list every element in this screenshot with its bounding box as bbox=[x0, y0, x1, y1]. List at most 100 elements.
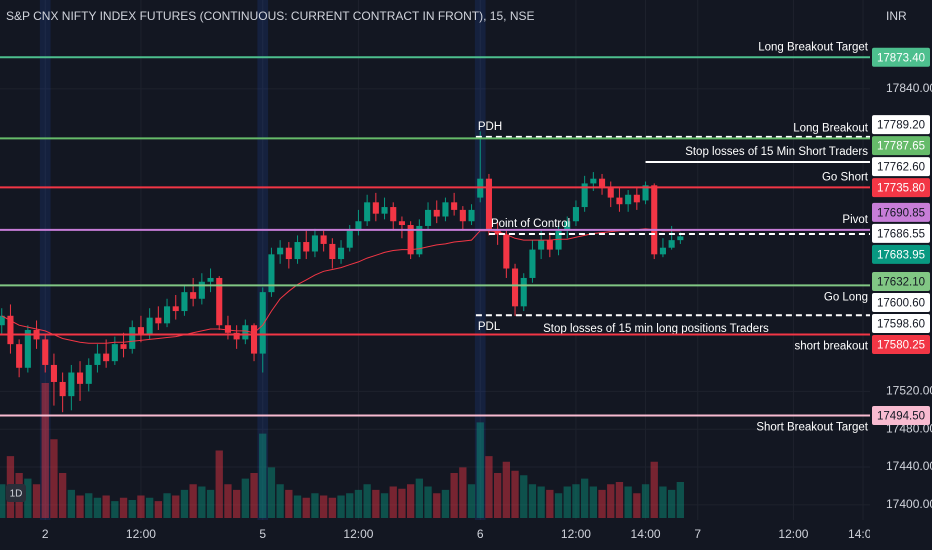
candle-body bbox=[190, 292, 197, 299]
candle-body bbox=[207, 277, 214, 282]
volume-bar bbox=[450, 473, 458, 518]
volume-bar bbox=[676, 482, 684, 518]
level-label: PDH bbox=[478, 121, 502, 133]
volume-bar bbox=[607, 484, 615, 518]
volume-bar bbox=[493, 473, 502, 518]
level-label: Short Breakout Target bbox=[756, 422, 868, 434]
candle-body bbox=[555, 230, 562, 250]
candle-body bbox=[398, 221, 405, 226]
volume-bar bbox=[41, 383, 49, 518]
volume-bar bbox=[433, 493, 441, 518]
candles bbox=[0, 131, 684, 413]
volume-bar bbox=[328, 497, 336, 518]
candle-body bbox=[511, 268, 519, 307]
price-bubble bbox=[872, 223, 930, 243]
volume-bar bbox=[85, 493, 93, 518]
session-band bbox=[39, 0, 51, 520]
x-tick-label: 12:00 bbox=[343, 527, 373, 541]
x-tick-label: 5 bbox=[259, 527, 266, 541]
price-bubble-label: 17632.10 bbox=[877, 277, 925, 289]
x-tick-label: 7 bbox=[694, 527, 701, 541]
candle-body bbox=[485, 178, 492, 231]
price-bubble-label: 17683.95 bbox=[877, 249, 925, 261]
price-bubble bbox=[872, 314, 930, 334]
price-bubble bbox=[872, 178, 930, 198]
volume-bar bbox=[128, 500, 136, 518]
level-label: Pivot bbox=[842, 214, 868, 226]
candle-body bbox=[616, 197, 623, 205]
volume-bar bbox=[563, 486, 571, 518]
candle-body bbox=[7, 315, 14, 345]
volume-bar bbox=[232, 489, 241, 518]
candle-body bbox=[233, 332, 240, 340]
volume-bar bbox=[32, 484, 41, 518]
volume-bar bbox=[598, 489, 606, 518]
volume-bar bbox=[589, 486, 597, 518]
price-bubble-label: 17494.50 bbox=[877, 411, 925, 423]
candle-body bbox=[590, 178, 597, 184]
x-tick-label: 12:00 bbox=[126, 527, 156, 541]
candle-body bbox=[137, 327, 144, 335]
candle-body bbox=[163, 306, 171, 324]
level-label: short breakout bbox=[794, 340, 868, 352]
price-bubble-label: 17580.25 bbox=[877, 340, 925, 352]
volume-bar bbox=[319, 495, 328, 518]
volume-bar bbox=[546, 489, 554, 518]
candle-body bbox=[59, 381, 66, 397]
volume-bar bbox=[398, 488, 406, 518]
volume-bar bbox=[259, 433, 267, 518]
level-label: Go Short bbox=[822, 171, 869, 183]
y-tick-label: 17440.00 bbox=[886, 459, 932, 473]
volume-bar bbox=[24, 478, 32, 518]
volume-bar bbox=[459, 467, 467, 518]
volume-bar bbox=[93, 497, 102, 518]
price-bubble-label: 17873.40 bbox=[877, 52, 925, 64]
price-bubble-label: 17789.20 bbox=[877, 120, 925, 132]
candle-body bbox=[68, 372, 75, 397]
candle-body bbox=[451, 202, 458, 210]
candle-body bbox=[181, 292, 188, 312]
volume-bar bbox=[302, 497, 310, 518]
volume-bar bbox=[276, 484, 284, 518]
candle-body bbox=[320, 235, 327, 244]
volume-bar bbox=[0, 484, 6, 518]
volume-bar bbox=[354, 489, 363, 518]
candle-body bbox=[407, 225, 414, 255]
candle-body bbox=[242, 325, 249, 340]
level-label: PDL bbox=[478, 321, 501, 333]
volume-bar bbox=[380, 493, 389, 518]
candle-body bbox=[24, 329, 31, 368]
level-label: Stop losses of 15 Min Short Traders bbox=[685, 146, 868, 158]
volume-bar bbox=[145, 497, 154, 518]
price-bubble-label: 17598.60 bbox=[877, 319, 925, 331]
candle-body bbox=[520, 277, 527, 307]
candle-body bbox=[581, 183, 588, 208]
x-axis: 2 12:00 5 12:00 6 12:00 14:00 7 12:00 14:00 bbox=[42, 527, 870, 541]
candle-body bbox=[598, 178, 606, 189]
candle-body bbox=[329, 243, 336, 260]
candle-body bbox=[668, 240, 675, 248]
session-band bbox=[257, 0, 269, 520]
volume-bar bbox=[293, 495, 302, 518]
x-tick-label: 6 bbox=[477, 527, 484, 541]
price-bubble-label: 17686.55 bbox=[877, 228, 925, 240]
price-bubble-label: 17735.80 bbox=[877, 183, 925, 195]
interval-badge-bg[interactable] bbox=[6, 484, 26, 502]
volume-bar bbox=[311, 493, 319, 518]
candle-body bbox=[651, 185, 658, 255]
candle-body bbox=[424, 209, 432, 226]
interval-badge[interactable]: 1D bbox=[10, 489, 23, 500]
volume-bar bbox=[650, 461, 658, 518]
level-label: Stop losses of 15 min long positions Tra… bbox=[543, 323, 769, 335]
level-label: Point of Control bbox=[491, 218, 570, 230]
volume-bar bbox=[137, 495, 145, 518]
candle-body bbox=[355, 221, 362, 231]
price-bubble bbox=[872, 202, 930, 222]
volume-bar bbox=[50, 439, 58, 518]
candle-body bbox=[42, 339, 49, 365]
y-tick-label: 17400.00 bbox=[886, 497, 932, 511]
price-bubble bbox=[872, 335, 930, 355]
y-tick-label: 17840.00 bbox=[886, 81, 932, 95]
candle-body bbox=[146, 317, 153, 335]
